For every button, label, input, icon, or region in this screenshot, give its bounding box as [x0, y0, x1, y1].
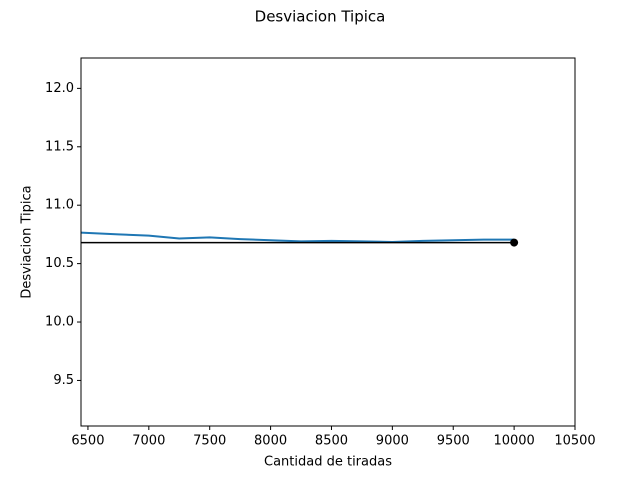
x-tick-label: 10000: [493, 434, 534, 449]
y-tick-label: 10.0: [45, 315, 74, 330]
x-tick-label: 9500: [437, 434, 470, 449]
x-tick-label: 8000: [254, 434, 287, 449]
x-tick-label: 9000: [376, 434, 409, 449]
y-tick-label: 9.5: [53, 373, 74, 388]
plot-frame: [80, 57, 576, 427]
end-marker: [510, 238, 519, 247]
y-tick-label: 11.0: [45, 198, 74, 213]
y-axis-label: Desviacion Tipica: [20, 185, 35, 298]
x-tick-label: 6500: [71, 434, 104, 449]
y-tick-label: 10.5: [45, 256, 74, 271]
x-tick-label: 10500: [554, 434, 595, 449]
chart-title: Desviacion Tipica: [255, 8, 386, 26]
x-tick-label: 7000: [132, 434, 165, 449]
y-tick-label: 12.0: [45, 81, 74, 96]
series-line: [80, 231, 515, 244]
x-tick-label: 7500: [193, 434, 226, 449]
x-tick-label: 8500: [315, 434, 348, 449]
y-tick-label: 11.5: [45, 139, 74, 154]
x-axis-label: Cantidad de tiradas: [264, 455, 392, 470]
